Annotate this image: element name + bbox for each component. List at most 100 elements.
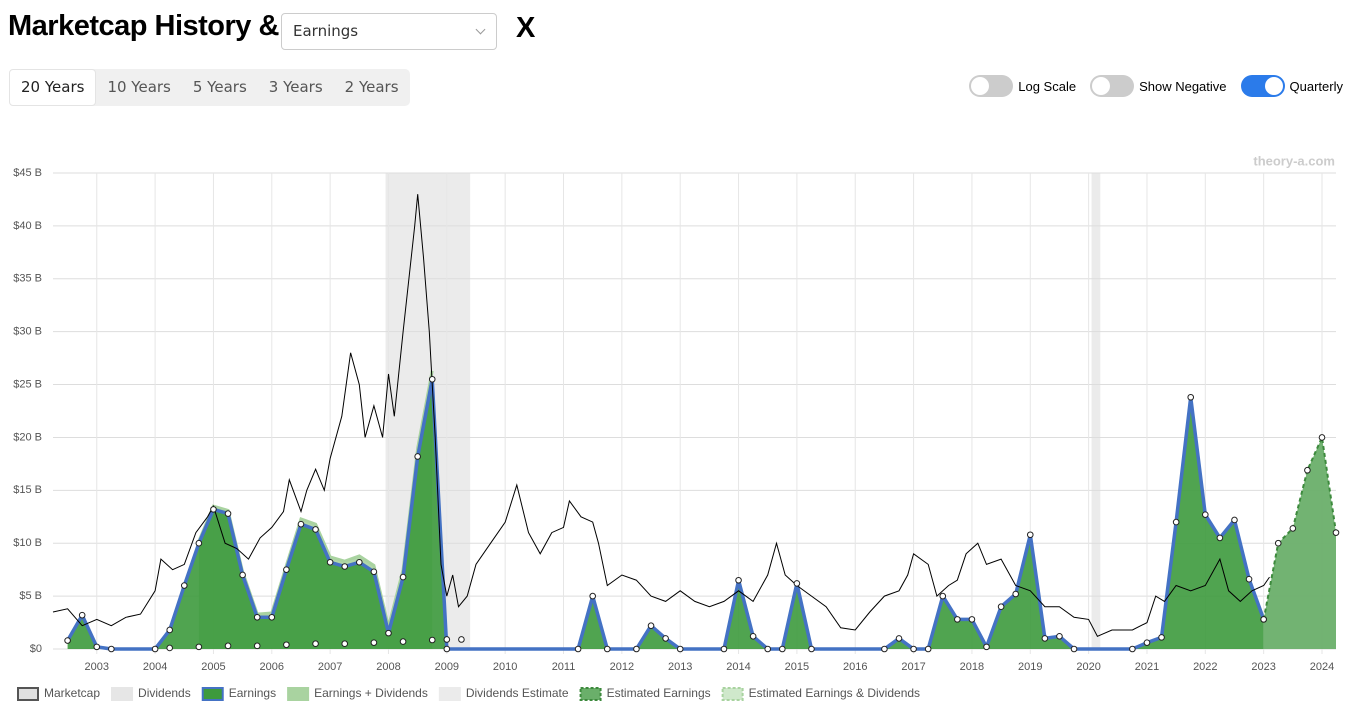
point-marker [443, 645, 451, 653]
point-marker [443, 636, 451, 643]
point-marker [662, 635, 669, 642]
range-button[interactable]: 2 Years [344, 78, 399, 96]
point-marker [166, 626, 173, 634]
legend-label: Dividends Estimate [466, 686, 569, 700]
switch[interactable] [1090, 75, 1135, 97]
y-tick-label: $35 B [13, 273, 42, 285]
point-marker [1216, 534, 1224, 542]
point-marker [428, 375, 436, 383]
x-tick-label: 2007 [318, 661, 342, 673]
point-marker [180, 582, 188, 589]
point-marker [939, 592, 947, 600]
estimated-area [1263, 437, 1336, 649]
point-marker [954, 616, 961, 623]
point-marker [93, 643, 101, 651]
legend-label: Estimated Earnings [607, 686, 711, 700]
point-marker [1187, 393, 1195, 401]
point-marker [924, 645, 932, 653]
point-marker [326, 558, 334, 566]
point-marker [910, 645, 917, 653]
point-marker [1318, 434, 1326, 441]
point-marker [1158, 634, 1165, 641]
y-tick-label: $45 B [13, 167, 42, 179]
x-tick-label: 2011 [552, 661, 576, 673]
toggle[interactable]: Log Scale [969, 75, 1076, 97]
point-marker [647, 622, 655, 630]
point-marker [78, 611, 86, 619]
y-tick-label: $10 B [13, 537, 42, 549]
point-marker [283, 566, 290, 573]
y-tick-label: $20 B [13, 431, 42, 443]
point-marker [1245, 575, 1253, 583]
legend-swatch [111, 687, 134, 701]
point-marker [764, 645, 772, 653]
point-marker [253, 642, 261, 650]
watermark: theory-a.com [1253, 153, 1335, 168]
y-tick-label: $15 B [13, 484, 42, 496]
x-tick-label: 2016 [843, 661, 867, 673]
point-marker [574, 645, 582, 653]
point-marker [1274, 539, 1282, 547]
point-marker [195, 539, 203, 547]
point-marker [385, 629, 392, 637]
point-marker [341, 640, 349, 648]
x-tick-label: 2019 [1018, 661, 1042, 673]
point-marker [224, 510, 232, 517]
range-button[interactable]: 3 Years [268, 78, 323, 96]
point-marker [414, 453, 421, 460]
point-marker [458, 636, 465, 643]
point-marker [253, 613, 261, 621]
x-tick-label: 2018 [960, 661, 984, 673]
point-marker [1056, 633, 1063, 640]
point-marker [1231, 516, 1238, 524]
range-button[interactable]: 20 Years [9, 69, 97, 106]
legend-swatch [201, 687, 224, 701]
legend-label: Dividends [138, 686, 191, 700]
point-marker [1129, 645, 1136, 653]
legend-label: Estimated Earnings & Dividends [749, 686, 920, 700]
point-marker [749, 633, 757, 640]
x-tick-label: 2010 [493, 661, 517, 673]
legend-label: Earnings [229, 686, 276, 700]
x-tick-label: 2013 [668, 661, 692, 673]
toggle-label: Show Negative [1139, 78, 1227, 94]
toggles: Log Scale Show Negative Quarterly [969, 75, 1343, 97]
x-tick-label: 2023 [1251, 661, 1275, 673]
toggle[interactable]: Quarterly [1240, 75, 1343, 97]
point-marker [589, 592, 596, 600]
point-marker [356, 558, 363, 566]
point-marker [1289, 525, 1297, 532]
x-tick-label: 2014 [726, 661, 750, 673]
point-marker [151, 645, 159, 653]
x-tick-label: 2015 [785, 661, 809, 673]
toggle-label: Quarterly [1289, 78, 1343, 94]
legend-swatch [17, 687, 39, 701]
switch[interactable] [1240, 75, 1285, 97]
point-marker [997, 603, 1005, 610]
metric-dropdown[interactable]: Earnings [281, 13, 497, 50]
y-tick-label: $40 B [13, 220, 42, 232]
point-marker [399, 638, 407, 645]
x-tick-label: 2021 [1135, 661, 1159, 673]
point-marker [210, 506, 217, 513]
point-marker [428, 636, 436, 644]
point-marker [1012, 590, 1019, 598]
close-button[interactable]: X [516, 12, 536, 44]
point-marker [1332, 529, 1340, 536]
point-marker [370, 639, 378, 646]
point-marker [1172, 518, 1180, 526]
point-marker [224, 642, 232, 650]
point-marker [1026, 531, 1034, 539]
page-title: Marketcap History & [8, 10, 279, 42]
toggle[interactable]: Show Negative [1090, 75, 1227, 97]
switch[interactable] [969, 75, 1014, 97]
y-tick-label: $30 B [13, 326, 42, 338]
point-marker [603, 645, 611, 653]
estimated-line [1262, 433, 1337, 620]
point-marker [312, 526, 319, 533]
point-marker [1202, 511, 1209, 518]
range-button[interactable]: 10 Years [107, 78, 171, 96]
range-button[interactable]: 5 Years [192, 78, 247, 96]
point-marker [166, 644, 173, 652]
